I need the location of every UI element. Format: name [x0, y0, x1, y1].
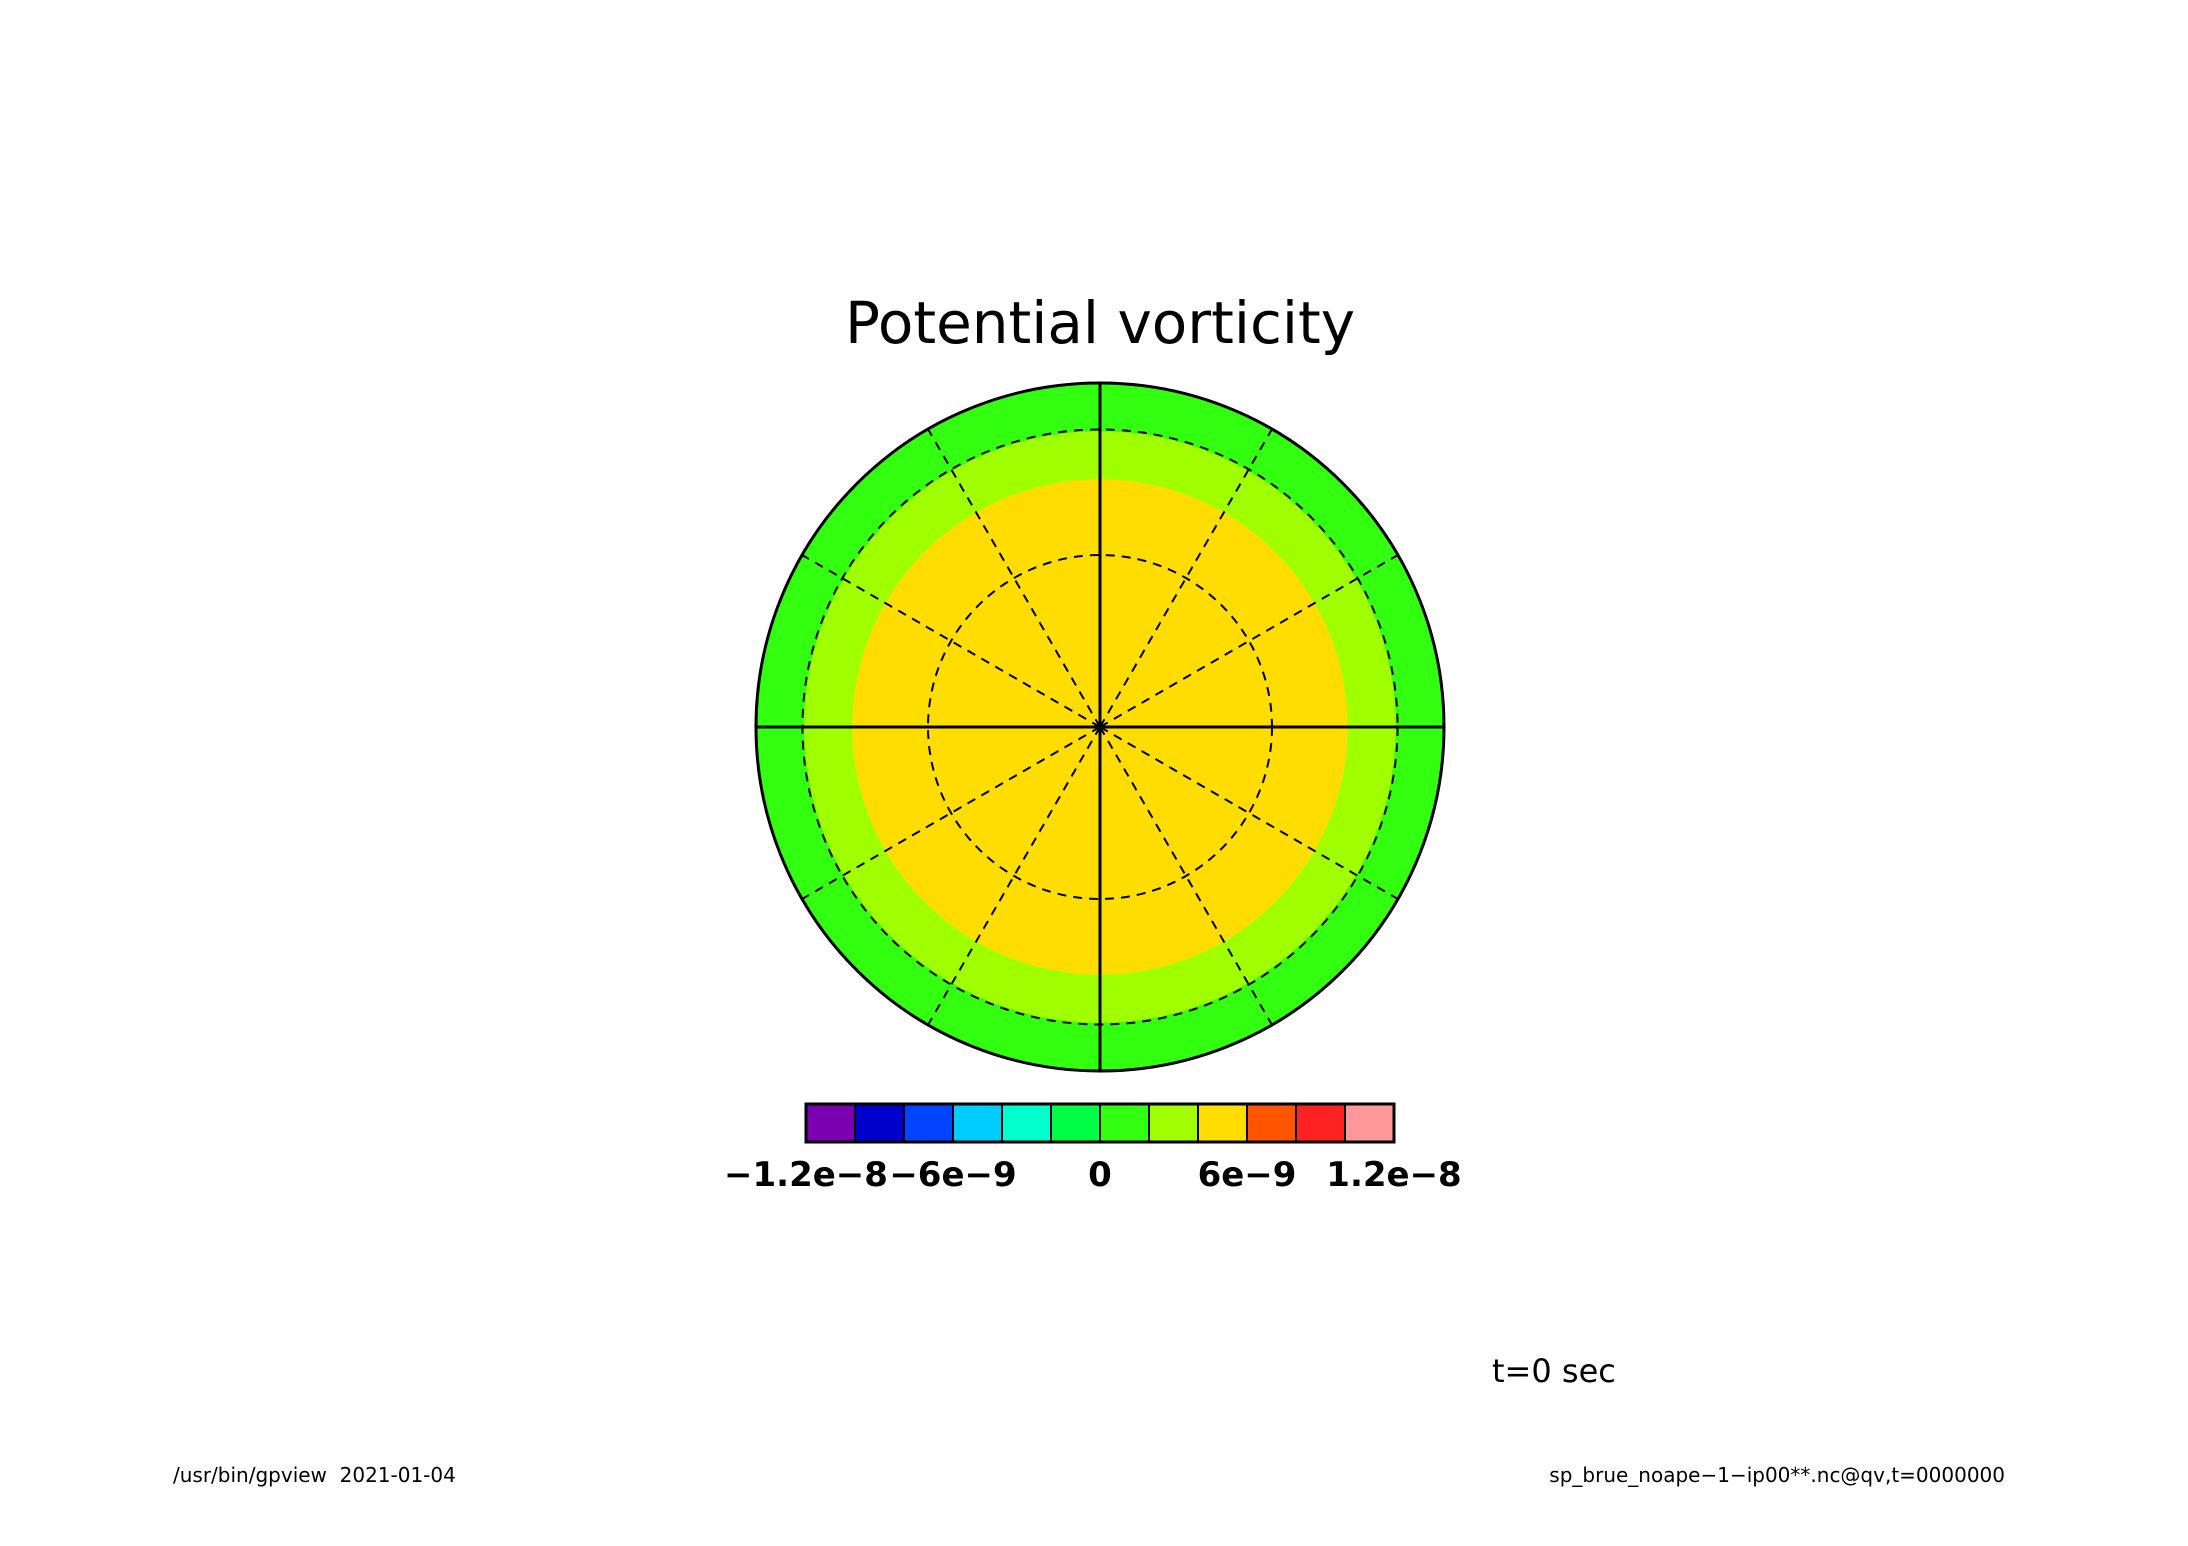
plot-boundary — [754, 381, 1446, 1073]
chart-title: Potential vorticity — [845, 289, 1355, 357]
footer-right: sp_brue_noape−1−ip00**.nc@qv,t=0000000 — [1549, 1463, 2005, 1487]
colorbar-cell-11 — [1344, 1103, 1395, 1143]
colorbar-cell-6 — [1099, 1103, 1150, 1143]
colorbar-cell-8 — [1197, 1103, 1248, 1143]
colorbar-frame — [804, 1102, 1396, 1144]
colorbar-tick-label-3: 6e−9 — [1198, 1155, 1297, 1195]
colorbar: −1.2e−8 −6e−9 0 6e−9 1.2e−8 — [724, 1102, 1462, 1195]
colorbar-tick-label-1: −6e−9 — [889, 1155, 1016, 1195]
colorbar-cell-4 — [1001, 1103, 1052, 1143]
colorbar-cell-3 — [952, 1103, 1003, 1143]
colorbar-tick-label-0: −1.2e−8 — [724, 1155, 888, 1195]
colorbar-cell-2 — [903, 1103, 954, 1143]
colorbar-tick-label-4: 1.2e−8 — [1326, 1155, 1461, 1195]
colorbar-cell-5 — [1050, 1103, 1101, 1143]
time-label: t=0 sec — [1492, 1352, 1616, 1390]
colorbar-cell-7 — [1148, 1103, 1199, 1143]
footer-left: /usr/bin/gpview 2021-01-04 — [173, 1463, 456, 1487]
colorbar-cell-10 — [1295, 1103, 1346, 1143]
colorbar-cell-9 — [1246, 1103, 1297, 1143]
colorbar-tick-label-2: 0 — [1088, 1155, 1112, 1195]
colorbar-cell-0 — [805, 1103, 856, 1143]
polar-plot — [754, 381, 1446, 1073]
colorbar-cell-1 — [854, 1103, 905, 1143]
